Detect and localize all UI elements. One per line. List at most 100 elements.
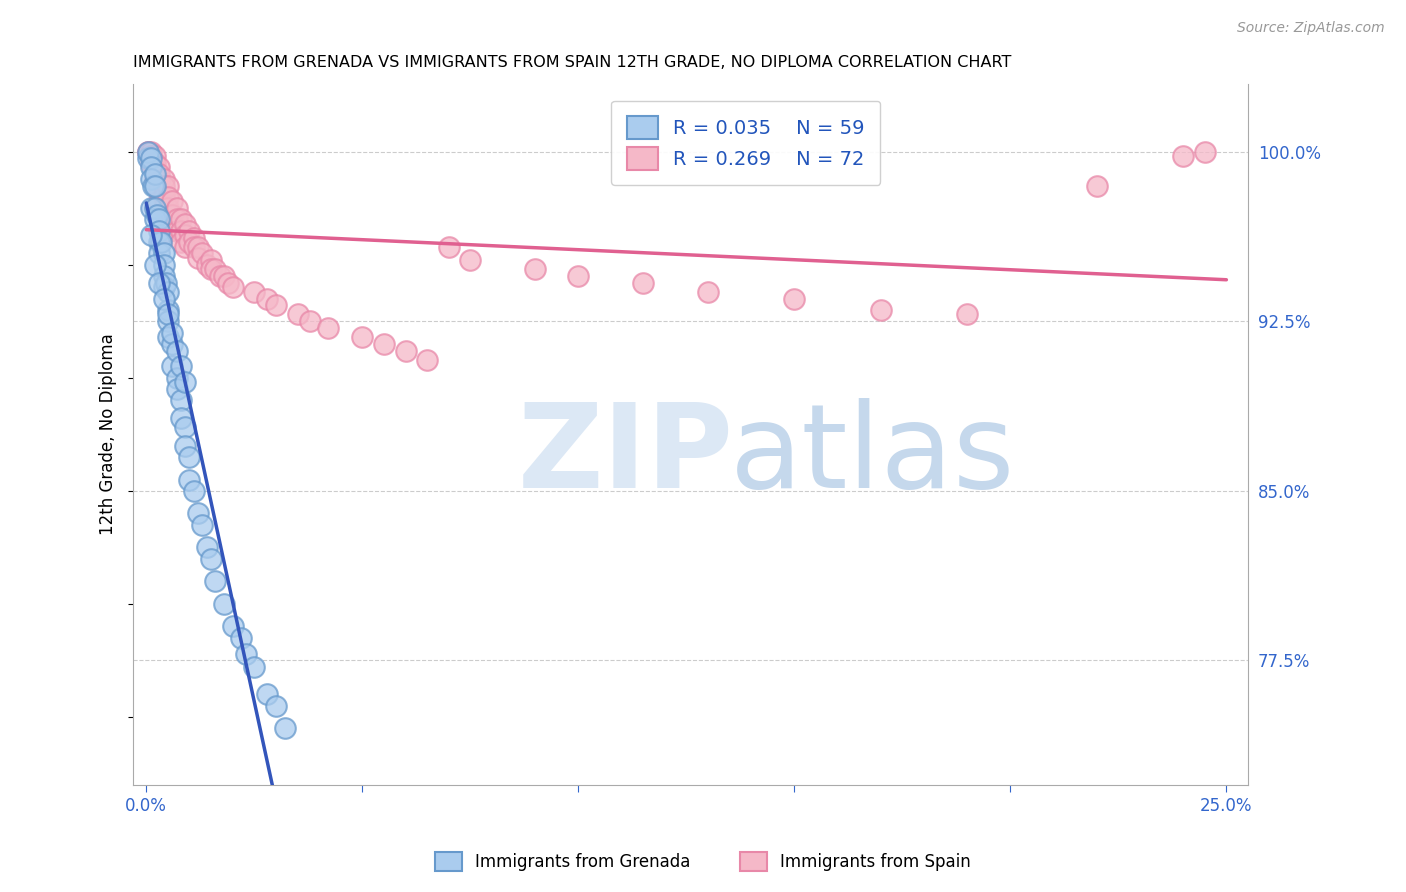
Point [243, 660, 266, 674]
Point [152, 171, 174, 186]
Point [170, 359, 193, 374]
Point [273, 721, 295, 735]
Point [152, 292, 174, 306]
Point [139, 152, 162, 166]
Point [143, 167, 166, 181]
Point [143, 156, 166, 170]
Point [1085, 178, 1108, 193]
Point [170, 411, 193, 425]
Point [138, 145, 160, 159]
Point [174, 239, 197, 253]
Point [160, 359, 183, 374]
Point [460, 253, 482, 268]
Point [299, 314, 322, 328]
Point [183, 230, 205, 244]
Point [148, 224, 170, 238]
Point [156, 201, 179, 215]
Point [152, 258, 174, 272]
Point [179, 450, 201, 464]
Point [166, 224, 188, 238]
Point [631, 276, 654, 290]
Point [136, 145, 159, 159]
Point [208, 268, 231, 283]
Point [156, 224, 179, 238]
Point [783, 292, 806, 306]
Point [222, 280, 245, 294]
Point [264, 698, 287, 713]
Point [152, 268, 174, 283]
Point [136, 152, 159, 166]
Point [156, 314, 179, 328]
Point [143, 162, 166, 177]
Point [187, 507, 209, 521]
Point [143, 258, 166, 272]
Point [174, 376, 197, 390]
Point [256, 292, 278, 306]
Point [373, 336, 395, 351]
Point [191, 517, 214, 532]
Point [437, 239, 460, 253]
Point [139, 228, 162, 243]
Point [352, 330, 374, 344]
Point [166, 212, 188, 227]
Point [222, 619, 245, 633]
Point [179, 235, 201, 249]
Point [204, 262, 226, 277]
Point [148, 212, 170, 227]
Legend: Immigrants from Grenada, Immigrants from Spain: Immigrants from Grenada, Immigrants from… [426, 843, 980, 880]
Point [183, 239, 205, 253]
Point [217, 276, 239, 290]
Point [148, 235, 170, 249]
Point [152, 201, 174, 215]
Point [139, 161, 162, 175]
Point [143, 201, 166, 215]
Text: atlas: atlas [730, 398, 1015, 513]
Point [148, 246, 170, 260]
Point [187, 251, 209, 265]
Point [183, 483, 205, 498]
Point [204, 574, 226, 589]
Point [143, 149, 166, 163]
Point [179, 224, 201, 238]
Point [148, 167, 170, 181]
Point [195, 258, 218, 272]
Point [160, 326, 183, 340]
Point [160, 208, 183, 222]
Point [191, 246, 214, 260]
Point [156, 212, 179, 227]
Point [524, 262, 547, 277]
Point [170, 224, 193, 238]
Point [200, 253, 222, 268]
Point [148, 276, 170, 290]
Point [1194, 145, 1216, 159]
Point [148, 174, 170, 188]
Point [160, 336, 183, 351]
Text: Source: ZipAtlas.com: Source: ZipAtlas.com [1237, 21, 1385, 35]
Point [148, 183, 170, 197]
Point [143, 212, 166, 227]
Text: IMMIGRANTS FROM GRENADA VS IMMIGRANTS FROM SPAIN 12TH GRADE, NO DIPLOMA CORRELAT: IMMIGRANTS FROM GRENADA VS IMMIGRANTS FR… [134, 55, 1012, 70]
Point [148, 194, 170, 209]
Point [166, 201, 188, 215]
Point [264, 298, 287, 312]
Point [212, 268, 235, 283]
Point [200, 262, 222, 277]
Point [152, 190, 174, 204]
Point [139, 145, 162, 159]
Point [152, 280, 174, 294]
Point [231, 631, 253, 645]
Point [287, 308, 309, 322]
Point [156, 302, 179, 317]
Point [174, 420, 197, 434]
Point [1173, 149, 1195, 163]
Point [316, 321, 339, 335]
Point [195, 541, 218, 555]
Point [156, 190, 179, 204]
Point [179, 473, 201, 487]
Text: ZIP: ZIP [517, 398, 734, 513]
Point [956, 308, 979, 322]
Point [170, 235, 193, 249]
Point [416, 352, 439, 367]
Point [139, 201, 162, 215]
Point [160, 194, 183, 209]
